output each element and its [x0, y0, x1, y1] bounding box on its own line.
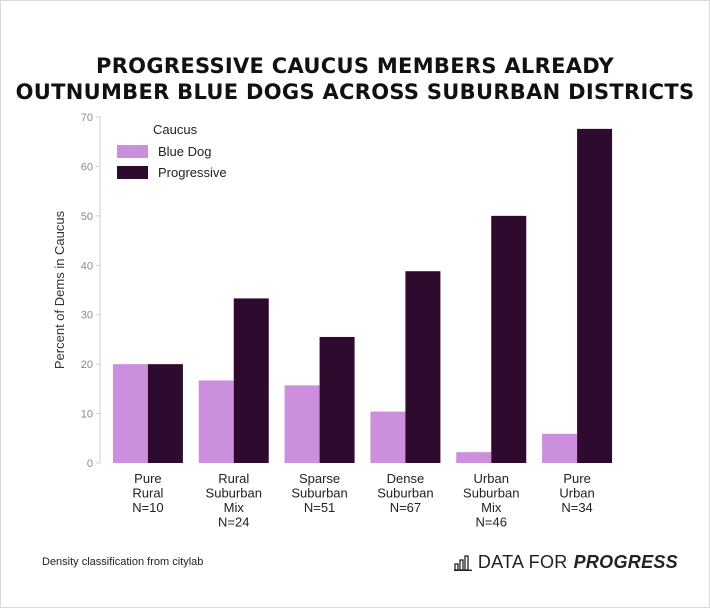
bar-blue-dog — [112, 364, 148, 463]
legend-label: Progressive — [158, 165, 227, 180]
x-tick-label: Mix — [481, 500, 502, 515]
bar-progressive — [405, 271, 441, 463]
x-tick-label: N=10 — [132, 500, 163, 515]
x-tick-label: Suburban — [377, 486, 433, 501]
bar-progressive — [147, 364, 183, 463]
bar-blue-dog — [284, 385, 320, 463]
x-tick-label: Pure — [563, 471, 590, 486]
legend-title: Caucus — [153, 122, 198, 137]
y-tick-label: 50 — [81, 211, 93, 223]
y-tick-label: 40 — [81, 260, 93, 272]
legend-swatch — [117, 166, 148, 179]
x-tick-label: Sparse — [299, 471, 340, 486]
y-tick-label: 20 — [81, 359, 93, 371]
x-tick-label: Dense — [387, 471, 425, 486]
brand-emphasis: PROGRESS — [573, 552, 678, 572]
bar-blue-dog — [198, 380, 234, 463]
bar-progressive — [319, 336, 355, 463]
chart-title-line-1: PROGRESSIVE CAUCUS MEMBERS ALREADY — [96, 54, 614, 78]
bar-blue-dog — [456, 452, 492, 463]
bar-chart-icon — [453, 554, 472, 571]
x-tick-label: Suburban — [206, 486, 262, 501]
x-tick-label: Urban — [559, 486, 594, 501]
x-tick-label: N=34 — [561, 500, 592, 515]
y-tick-label: 0 — [87, 458, 93, 470]
x-tick-label: Mix — [224, 500, 245, 515]
bar-progressive — [491, 215, 527, 463]
brand-prefix: DATA FOR — [477, 552, 568, 572]
legend-swatch — [117, 145, 148, 158]
y-tick-label: 30 — [81, 310, 93, 322]
x-tick-label: Pure — [134, 471, 161, 486]
legend-label: Blue Dog — [158, 144, 211, 159]
footnote: Density classification from citylab — [42, 556, 204, 568]
bar-progressive — [233, 298, 269, 463]
x-tick-label: Urban — [474, 471, 509, 486]
x-tick-label: Rural — [132, 486, 163, 501]
y-axis-label: Percent of Dems in Caucus — [52, 210, 67, 369]
x-tick-label: N=24 — [218, 515, 249, 530]
bar-blue-dog — [370, 411, 406, 463]
brand-logo: DATA FOR PROGRESS — [453, 552, 678, 573]
x-tick-label: Suburban — [291, 486, 347, 501]
x-tick-label: Rural — [218, 471, 249, 486]
bar-chart: 0 10 20 30 40 50 60 70 Percent of Dems in Caucus… — [52, 112, 613, 530]
bar-blue-dog — [542, 433, 578, 463]
y-tick-label: 10 — [81, 409, 93, 421]
chart-title-line-2: OUTNUMBER BLUE DOGS ACROSS SUBURBAN DIST… — [15, 80, 695, 104]
x-tick-label: N=46 — [476, 515, 507, 530]
bar-progressive — [577, 128, 613, 463]
y-tick-label: 70 — [81, 112, 93, 124]
x-tick-label: Suburban — [463, 486, 519, 501]
x-tick-label: N=51 — [304, 500, 335, 515]
x-tick-label: N=67 — [390, 500, 421, 515]
y-tick-label: 60 — [81, 161, 93, 173]
